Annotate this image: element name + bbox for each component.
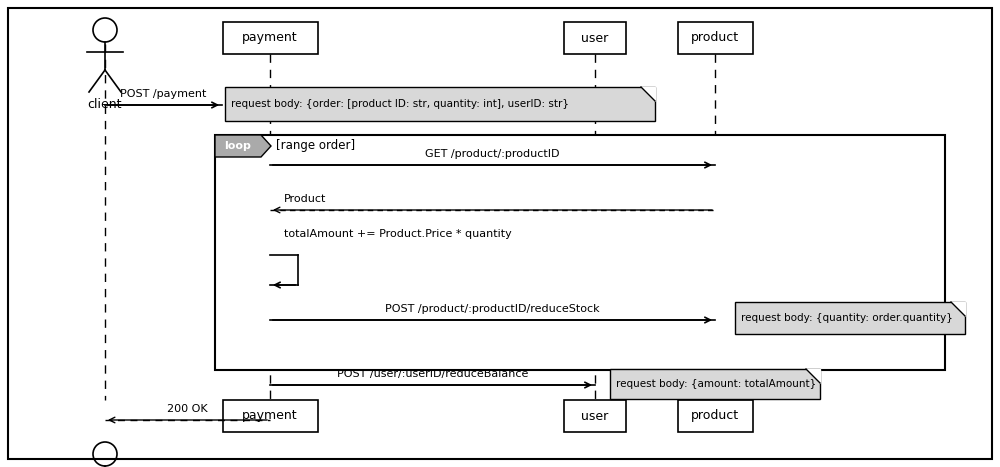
Text: Product: Product [284,194,326,204]
Text: request body: {quantity: order.quantity}: request body: {quantity: order.quantity} [741,313,953,323]
Bar [222,400,318,432]
Bar [678,22,753,54]
Text: user: user [581,410,609,423]
Bar [610,369,820,399]
Text: payment: payment [242,410,298,423]
Text: loop: loop [225,141,251,151]
Text: request body: {amount: totalAmount}: request body: {amount: totalAmount} [616,379,816,389]
Polygon shape [215,135,271,157]
Text: POST /product/:productID/reduceStock: POST /product/:productID/reduceStock [385,304,600,314]
Bar [215,135,945,370]
Bar [735,302,965,334]
Polygon shape [951,302,965,316]
Bar [225,87,655,121]
Text: payment: payment [242,31,298,44]
Bar [564,22,626,54]
Text: product: product [691,410,739,423]
Bar [564,400,626,432]
Text: totalAmount += Product.Price * quantity: totalAmount += Product.Price * quantity [284,229,512,239]
Bar [222,22,318,54]
Text: product: product [691,31,739,44]
Text: user: user [581,31,609,44]
Text: [range order]: [range order] [276,140,355,153]
Polygon shape [806,369,820,383]
Bar [678,400,753,432]
Text: POST /payment: POST /payment [120,89,207,99]
Text: 200 OK: 200 OK [167,404,208,414]
Text: POST /user/:userID/reduceBalance: POST /user/:userID/reduceBalance [337,369,528,379]
Text: client: client [88,98,122,111]
Text: GET /product/:productID: GET /product/:productID [425,149,560,159]
Text: request body: {order: [product ID: str, quantity: int], userID: str}: request body: {order: [product ID: str, … [231,99,569,109]
Polygon shape [641,87,655,101]
